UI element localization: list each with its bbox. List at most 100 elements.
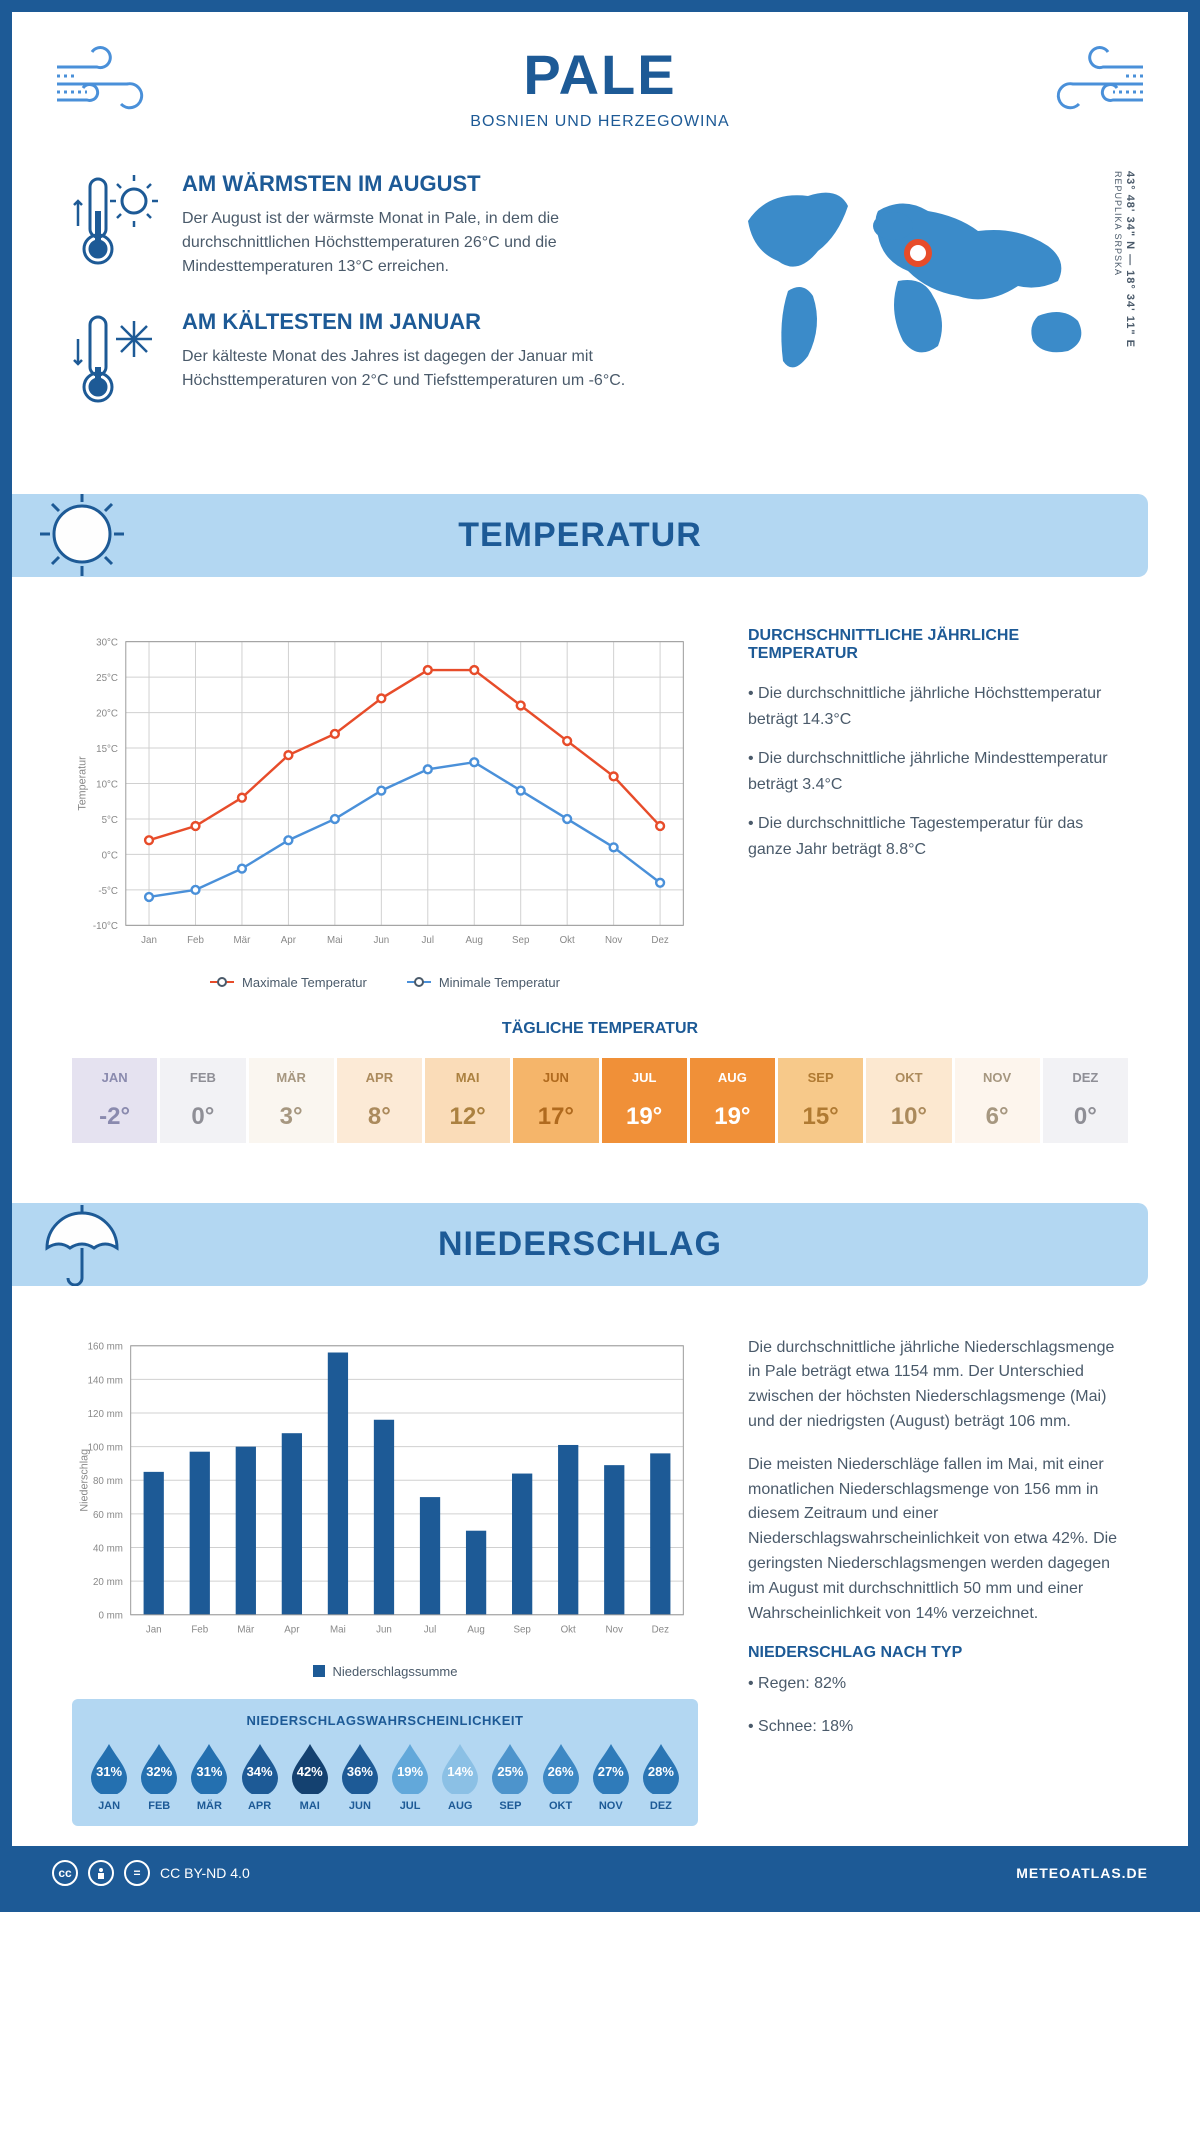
fact-warm-text: Der August ist der wärmste Monat in Pale… (182, 207, 668, 279)
precip-rain: • Regen: 82% (748, 1672, 1128, 1697)
temp-info-p1: • Die durchschnittliche jährliche Höchst… (748, 681, 1128, 732)
precipitation-probability: NIEDERSCHLAGSWAHRSCHEINLICHKEIT 31%JAN32… (72, 1699, 698, 1826)
svg-text:Feb: Feb (191, 1624, 208, 1635)
svg-text:Mai: Mai (330, 1624, 346, 1635)
svg-text:Nov: Nov (605, 935, 622, 946)
by-icon (88, 1860, 114, 1886)
month-cell: SEP15° (778, 1058, 863, 1143)
temperature-info: DURCHSCHNITTLICHE JÄHRLICHE TEMPERATUR •… (748, 627, 1128, 990)
drop-item: 32%FEB (136, 1742, 182, 1812)
svg-text:0 mm: 0 mm (98, 1610, 122, 1621)
precip-snow: • Schnee: 18% (748, 1715, 1128, 1740)
nd-icon: = (124, 1860, 150, 1886)
svg-text:100 mm: 100 mm (88, 1442, 123, 1453)
world-map (708, 171, 1128, 391)
month-cell: JUN17° (513, 1058, 598, 1143)
month-cell: MAI12° (425, 1058, 510, 1143)
site-name: METEOATLAS.DE (1016, 1865, 1148, 1881)
daily-temp-table: TÄGLICHE TEMPERATUR JAN-2°FEB0°MÄR3°APR8… (12, 1020, 1188, 1183)
month-cell: DEZ0° (1043, 1058, 1128, 1143)
svg-text:Sep: Sep (513, 1624, 531, 1635)
svg-text:Jul: Jul (422, 935, 434, 946)
wind-icon (52, 42, 172, 127)
svg-text:Jun: Jun (373, 935, 389, 946)
temp-info-heading: DURCHSCHNITTLICHE JÄHRLICHE TEMPERATUR (748, 627, 1128, 663)
thermometer-snow-icon (72, 309, 162, 414)
fact-warm-title: AM WÄRMSTEN IM AUGUST (182, 171, 668, 197)
svg-text:0°C: 0°C (102, 850, 118, 861)
drop-item: 42%MAI (287, 1742, 333, 1812)
drop-item: 27%NOV (588, 1742, 634, 1812)
svg-text:Nov: Nov (606, 1624, 623, 1635)
precip-p2: Die meisten Niederschläge fallen im Mai,… (748, 1453, 1128, 1627)
drop-item: 31%MÄR (186, 1742, 232, 1812)
svg-text:25°C: 25°C (96, 673, 118, 684)
svg-text:Jan: Jan (146, 1624, 162, 1635)
drop-item: 14%AUG (437, 1742, 483, 1812)
svg-text:Aug: Aug (467, 1624, 484, 1635)
month-cell: JAN-2° (72, 1058, 157, 1143)
precipitation-text: Die durchschnittliche jährliche Niedersc… (748, 1336, 1128, 1826)
license-text: CC BY-ND 4.0 (160, 1865, 250, 1881)
svg-text:60 mm: 60 mm (93, 1509, 123, 1520)
precip-legend: Niederschlagssumme (72, 1664, 698, 1679)
temperature-line-chart: -10°C-5°C0°C5°C10°C15°C20°C25°C30°CJanFe… (72, 627, 698, 990)
svg-text:Feb: Feb (187, 935, 204, 946)
prob-heading: NIEDERSCHLAGSWAHRSCHEINLICHKEIT (86, 1713, 684, 1728)
temp-legend: Maximale Temperatur Minimale Temperatur (72, 975, 698, 990)
footer: cc = CC BY-ND 4.0 METEOATLAS.DE (12, 1846, 1188, 1900)
drop-item: 34%APR (237, 1742, 283, 1812)
month-cell: JUL19° (602, 1058, 687, 1143)
cc-icon: cc (52, 1860, 78, 1886)
svg-text:140 mm: 140 mm (88, 1375, 123, 1386)
drop-item: 28%DEZ (638, 1742, 684, 1812)
drop-item: 19%JUL (387, 1742, 433, 1812)
month-cell: FEB0° (160, 1058, 245, 1143)
precip-type-heading: NIEDERSCHLAG NACH TYP (748, 1644, 1128, 1662)
thermometer-sun-icon (72, 171, 162, 279)
temp-info-p3: • Die durchschnittliche Tagestemperatur … (748, 811, 1128, 862)
header: PALE BOSNIEN UND HERZEGOWINA (12, 12, 1188, 171)
svg-text:Temperatur: Temperatur (77, 756, 89, 811)
fact-cold-text: Der kälteste Monat des Jahres ist dagege… (182, 345, 668, 393)
precipitation-bar-chart: 0 mm20 mm40 mm60 mm80 mm100 mm120 mm140 … (72, 1336, 698, 1679)
month-cell: NOV6° (955, 1058, 1040, 1143)
svg-text:Mär: Mär (237, 1624, 255, 1635)
drop-item: 25%SEP (487, 1742, 533, 1812)
page-title: PALE (52, 42, 1148, 107)
svg-text:Dez: Dez (652, 1624, 669, 1635)
month-cell: OKT10° (866, 1058, 951, 1143)
svg-text:-10°C: -10°C (93, 921, 118, 932)
svg-text:Aug: Aug (466, 935, 483, 946)
svg-text:Apr: Apr (281, 935, 297, 946)
svg-text:160 mm: 160 mm (88, 1341, 123, 1352)
svg-text:40 mm: 40 mm (93, 1543, 123, 1554)
svg-text:Niederschlag: Niederschlag (79, 1448, 91, 1511)
temp-info-p2: • Die durchschnittliche jährliche Mindes… (748, 746, 1128, 797)
month-cell: MÄR3° (249, 1058, 334, 1143)
svg-text:120 mm: 120 mm (88, 1409, 123, 1420)
month-cell: AUG19° (690, 1058, 775, 1143)
daily-temp-heading: TÄGLICHE TEMPERATUR (72, 1020, 1128, 1038)
svg-text:10°C: 10°C (96, 779, 118, 790)
svg-text:Mai: Mai (327, 935, 343, 946)
svg-text:80 mm: 80 mm (93, 1476, 123, 1487)
svg-text:Okt: Okt (560, 935, 575, 946)
svg-text:Okt: Okt (561, 1624, 576, 1635)
svg-text:30°C: 30°C (96, 638, 118, 649)
drop-item: 26%OKT (538, 1742, 584, 1812)
svg-text:20°C: 20°C (96, 708, 118, 719)
svg-text:Jul: Jul (424, 1624, 436, 1635)
svg-text:Dez: Dez (651, 935, 668, 946)
svg-text:Jun: Jun (376, 1624, 392, 1635)
svg-text:5°C: 5°C (102, 815, 118, 826)
svg-text:Mär: Mär (234, 935, 252, 946)
precipitation-banner: NIEDERSCHLAG (12, 1203, 1148, 1286)
umbrella-icon (32, 1203, 132, 1286)
info-row: AM WÄRMSTEN IM AUGUST Der August ist der… (12, 171, 1188, 474)
month-cell: APR8° (337, 1058, 422, 1143)
fact-cold-title: AM KÄLTESTEN IM JANUAR (182, 309, 668, 335)
page-frame: PALE BOSNIEN UND HERZEGOWINA (0, 0, 1200, 1912)
drop-item: 31%JAN (86, 1742, 132, 1812)
svg-text:15°C: 15°C (96, 744, 118, 755)
